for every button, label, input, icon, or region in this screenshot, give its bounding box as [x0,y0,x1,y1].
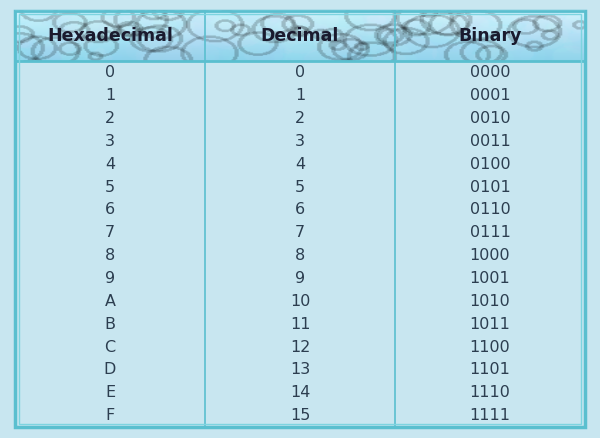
Text: 6: 6 [105,202,115,217]
Text: 2: 2 [105,111,115,126]
Text: 1011: 1011 [470,317,511,332]
Text: Decimal: Decimal [261,27,339,45]
Text: 0100: 0100 [470,157,510,172]
Text: 0110: 0110 [470,202,511,217]
Text: 14: 14 [290,385,310,400]
Text: 1000: 1000 [470,248,510,263]
Text: 10: 10 [290,294,310,309]
Text: 13: 13 [290,362,310,378]
Text: 0: 0 [105,65,115,80]
Text: 3: 3 [295,134,305,149]
Text: 1111: 1111 [469,408,511,423]
Bar [15,11,585,61]
Text: 7: 7 [105,225,115,240]
Text: 0010: 0010 [470,111,510,126]
Text: E: E [105,385,115,400]
Text: 0000: 0000 [470,65,510,80]
Text: C: C [104,339,116,354]
Text: F: F [106,408,115,423]
Text: 3: 3 [105,134,115,149]
Text: 1100: 1100 [470,339,511,354]
Text: 0: 0 [295,65,305,80]
Text: D: D [104,362,116,378]
Text: 7: 7 [295,225,305,240]
Text: 0011: 0011 [470,134,511,149]
Text: 12: 12 [290,339,310,354]
Text: 0101: 0101 [470,180,511,194]
Text: 0001: 0001 [470,88,510,103]
Text: 11: 11 [290,317,310,332]
Text: 1: 1 [295,88,305,103]
Text: 4: 4 [105,157,115,172]
Text: 4: 4 [295,157,305,172]
Text: B: B [104,317,116,332]
Text: 9: 9 [105,271,115,286]
Text: 9: 9 [295,271,305,286]
Text: 6: 6 [295,202,305,217]
Text: Hexadecimal: Hexadecimal [47,27,173,45]
Text: 0111: 0111 [470,225,511,240]
Text: 5: 5 [295,180,305,194]
Text: 1: 1 [105,88,115,103]
Text: 5: 5 [105,180,115,194]
Text: Binary: Binary [458,27,521,45]
Text: 8: 8 [295,248,305,263]
Text: 8: 8 [105,248,115,263]
Text: 2: 2 [295,111,305,126]
Text: 1101: 1101 [470,362,511,378]
Text: 1110: 1110 [470,385,511,400]
Text: 1001: 1001 [470,271,511,286]
Text: 15: 15 [290,408,310,423]
Text: A: A [104,294,116,309]
Text: 1010: 1010 [470,294,511,309]
